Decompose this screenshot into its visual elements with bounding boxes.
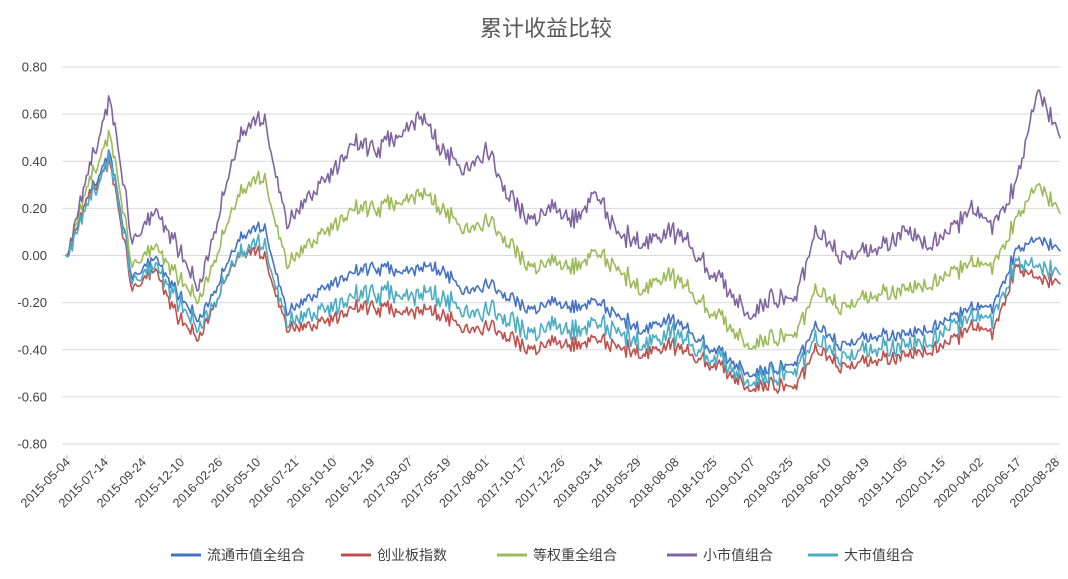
y-tick-label: -0.20 xyxy=(17,295,47,310)
y-tick-label: 0.60 xyxy=(22,107,47,122)
legend-label: 流通市值全组合 xyxy=(207,547,305,564)
series-line xyxy=(65,149,1061,378)
series-line xyxy=(65,151,1061,387)
legend-label: 等权重全组合 xyxy=(533,547,617,564)
y-tick-label: -0.40 xyxy=(17,342,47,357)
y-tick-label: 0.20 xyxy=(22,201,47,216)
y-axis-ticks: 0.80 0.60 0.40 0.20 0.00 -0.20 -0.40 -0.60 -0.80 xyxy=(17,60,47,452)
chart-title: 累计收益比较 xyxy=(480,17,612,42)
series-lines xyxy=(65,89,1061,394)
y-tick-label: 0.80 xyxy=(22,60,47,75)
y-tick-label: -0.80 xyxy=(17,437,47,452)
legend: 流通市值全组合 创业板指数 等权重全组合 小市值组合 大市值组合 xyxy=(171,547,914,564)
series-line xyxy=(65,89,1061,320)
gridlines xyxy=(62,66,1060,445)
x-axis-ticks: 2015-05-042015-07-142015-09-242015-12-10… xyxy=(18,455,1062,510)
legend-label: 小市值组合 xyxy=(703,547,773,564)
y-tick-label: -0.60 xyxy=(17,389,47,404)
legend-label: 创业板指数 xyxy=(377,548,447,564)
y-tick-label: 0.40 xyxy=(22,154,47,169)
y-tick-label: 0.00 xyxy=(22,248,47,263)
series-line xyxy=(65,129,1061,351)
series-line xyxy=(65,157,1061,394)
legend-label: 大市值组合 xyxy=(844,547,914,564)
